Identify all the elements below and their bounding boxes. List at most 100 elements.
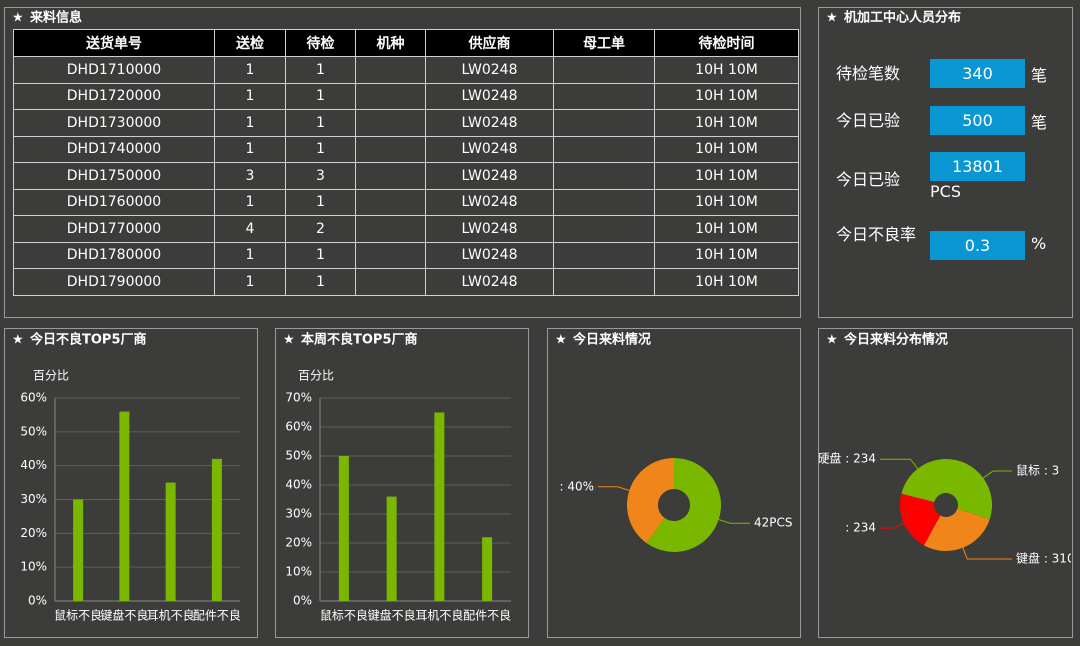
- table-cell: LW0248: [425, 109, 554, 137]
- table-row: DHD1730000 1 1 LW0248 10H 10M: [13, 109, 799, 137]
- slice-label: 键盘 : 310: [1016, 550, 1075, 565]
- table-cell: [553, 188, 655, 216]
- bar: [165, 482, 176, 601]
- panel-title: 今日来料情况: [572, 332, 651, 348]
- y-tick-label: 70%: [285, 391, 312, 405]
- table-cell: 10H 10M: [654, 188, 799, 216]
- panel-title: 来料信息: [29, 10, 82, 26]
- leader-line: [598, 486, 630, 491]
- table-cell: DHD1760000: [13, 188, 215, 216]
- pie-slice: [646, 458, 721, 552]
- panel-frame: [547, 328, 801, 638]
- y-tick-label: 20%: [20, 526, 47, 540]
- star-icon: ★: [826, 11, 838, 26]
- pie-slice: [901, 459, 946, 503]
- stat-unit: 笔: [1031, 113, 1048, 132]
- stat-label: 待检笔数: [836, 64, 901, 83]
- y-tick-label: 10%: [20, 560, 47, 574]
- table-cell: LW0248: [425, 162, 554, 190]
- table-cell: [355, 241, 426, 269]
- column-header: 待检: [285, 29, 356, 57]
- table-cell: LW0248: [425, 135, 554, 163]
- y-axis-title: 百分比: [298, 369, 334, 383]
- table-cell: LW0248: [425, 215, 554, 243]
- x-tick-label: 耳机不良: [415, 608, 463, 623]
- table-cell: LW0248: [425, 268, 554, 296]
- column-header: 待检时间: [654, 29, 799, 57]
- y-tick-label: 40%: [285, 478, 312, 492]
- panel-frame: [818, 7, 1073, 318]
- y-tick-label: 0%: [28, 594, 47, 608]
- table-row: DHD1760000 1 1 LW0248 10H 10M: [13, 188, 799, 216]
- table-cell: [553, 162, 655, 190]
- table-cell: LW0248: [425, 188, 554, 216]
- x-tick-label: 鼠标不良: [54, 608, 102, 623]
- header-row: 送货单号 送检 待检 机种 供应商 母工单 待检时间: [13, 29, 799, 57]
- table-cell: 4: [214, 215, 286, 243]
- stat-value: 0.3: [930, 231, 1025, 260]
- bar: [211, 458, 222, 601]
- table-cell: DHD1710000: [13, 56, 215, 84]
- table-cell: 1: [214, 135, 286, 163]
- table-cell: 1: [214, 268, 286, 296]
- panel-frame: [818, 328, 1073, 638]
- table-cell: 1: [285, 268, 356, 296]
- y-tick-label: 30%: [20, 492, 47, 506]
- column-header: 机种: [355, 29, 426, 57]
- y-tick-label: 40%: [20, 458, 47, 472]
- table-cell: 1: [214, 109, 286, 137]
- panel-title: 本周不良TOP5厂商: [301, 332, 418, 348]
- table-cell: DHD1780000: [13, 241, 215, 269]
- pie-slice: [923, 508, 990, 551]
- leader-line: [880, 458, 919, 469]
- table-cell: 2: [285, 215, 356, 243]
- table-cell: LW0248: [425, 241, 554, 269]
- column-header: 供应商: [425, 29, 554, 57]
- leader-line: [962, 547, 1012, 560]
- bar: [119, 411, 130, 601]
- table-cell: DHD1750000: [13, 162, 215, 190]
- star-icon: ★: [555, 333, 567, 348]
- y-tick-label: 50%: [20, 424, 47, 438]
- leader-line: [718, 519, 750, 524]
- table-cell: 10H 10M: [654, 268, 799, 296]
- table-row: DHD1720000 1 1 LW0248 10H 10M: [13, 82, 799, 110]
- table-cell: 10H 10M: [654, 82, 799, 110]
- table-cell: 1: [285, 188, 356, 216]
- table-cell: 10H 10M: [654, 162, 799, 190]
- pie-slice: [900, 493, 941, 546]
- table-cell: LW0248: [425, 56, 554, 84]
- y-tick-label: 60%: [20, 391, 47, 405]
- table-cell: 3: [214, 162, 286, 190]
- table-cell: 10H 10M: [654, 56, 799, 84]
- stat-value: 340: [930, 59, 1025, 88]
- panel-frame: [4, 7, 801, 318]
- y-axis-title: 百分比: [33, 369, 69, 383]
- panel-frame: [4, 328, 258, 638]
- slice-label: : 234: [845, 521, 876, 535]
- stat-unit: %: [1031, 234, 1047, 253]
- table-cell: [553, 241, 655, 269]
- table-cell: 1: [285, 135, 356, 163]
- y-tick-label: 30%: [285, 507, 312, 521]
- table-cell: 3: [285, 162, 356, 190]
- pie-slice: [946, 459, 992, 520]
- y-tick-label: 20%: [285, 536, 312, 550]
- table-cell: 1: [285, 241, 356, 269]
- slice-label: 鼠标 : 3: [1016, 464, 1059, 478]
- table-cell: 10H 10M: [654, 135, 799, 163]
- table-cell: DHD1770000: [13, 215, 215, 243]
- stat-label: 今日已验: [836, 111, 901, 130]
- chart: 42PCS: 40%: [559, 457, 793, 552]
- table-cell: 10H 10M: [654, 241, 799, 269]
- table-cell: [355, 162, 426, 190]
- stat-unit: PCS: [930, 182, 961, 201]
- column-header: 送货单号: [13, 29, 215, 57]
- column-header: 母工单: [553, 29, 655, 57]
- stat-value: 13801: [930, 152, 1025, 181]
- star-icon: ★: [12, 333, 24, 348]
- x-tick-label: 配件不良: [463, 608, 511, 623]
- table-cell: DHD1790000: [13, 268, 215, 296]
- table-cell: DHD1720000: [13, 82, 215, 110]
